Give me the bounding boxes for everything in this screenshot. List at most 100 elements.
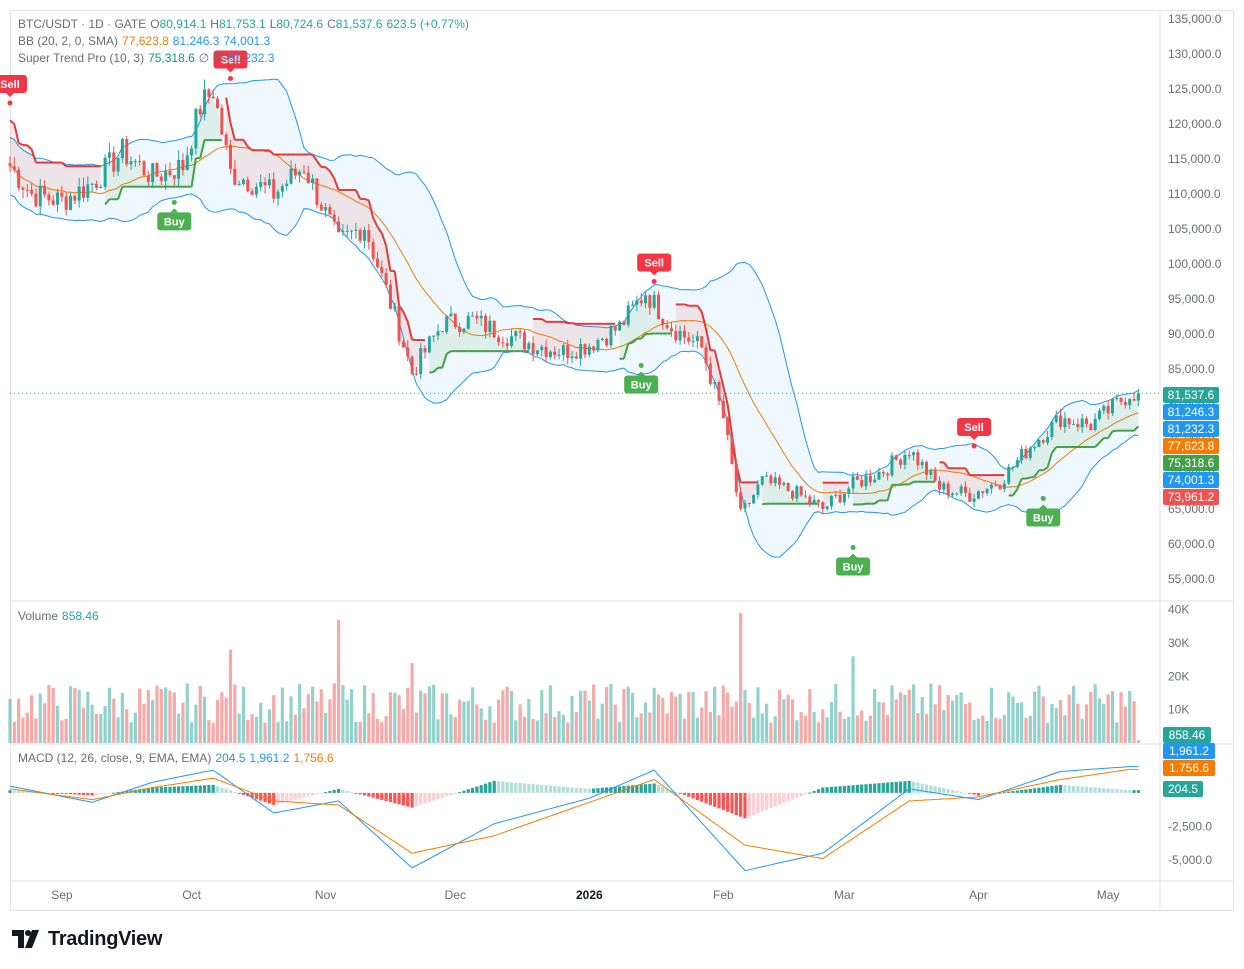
candle-body (682, 330, 686, 338)
signal-tag-box (157, 212, 192, 231)
volume-bar (436, 719, 440, 743)
macd-histogram-bar (955, 790, 959, 793)
macd-histogram-bar (1007, 791, 1011, 793)
macd-histogram-bar (816, 789, 821, 793)
volume-bar (553, 716, 557, 743)
volume-bar (164, 687, 168, 743)
candle-body (894, 455, 898, 460)
volume-bar (1076, 703, 1080, 743)
candle-body (622, 321, 626, 325)
close-label: C (327, 17, 336, 31)
price-axis-tick: 115,000.0 (1168, 152, 1221, 166)
volume-bar (445, 693, 449, 743)
supertrend-segment (432, 367, 439, 373)
volume-bar (1028, 715, 1032, 743)
volume-bar (112, 698, 116, 743)
supertrend-segment (316, 160, 323, 168)
volume-bar (479, 708, 483, 743)
candle-body (293, 168, 297, 176)
candle-body (1041, 440, 1045, 443)
volume-bar (635, 717, 639, 743)
candle-body (328, 207, 332, 215)
supertrend-fill (1121, 402, 1126, 431)
candle-body (146, 175, 150, 183)
volume-bar (691, 691, 695, 743)
volume-bar (81, 707, 86, 743)
macd-histogram-bar (306, 792, 310, 797)
symbol-label[interactable]: BTC/USDT · 1D · GATE (18, 17, 147, 31)
macd-histogram-bar (553, 785, 557, 793)
supertrend-fill (1103, 405, 1109, 439)
candle-body (90, 183, 94, 185)
macd-histogram-bar (881, 782, 885, 793)
candle-body (808, 496, 812, 504)
macd-label: MACD (12, 26, close, 9, EMA, EMA) (18, 751, 212, 765)
candle-body (298, 171, 302, 176)
macd-axis-tick: -2,500.0 (1168, 819, 1212, 833)
macd-histogram-bar (414, 792, 418, 807)
volume-bar (384, 716, 388, 743)
volume-bar (38, 693, 42, 743)
buy-signal-tag: Buy (1026, 504, 1061, 527)
candle-body (34, 193, 38, 207)
volume-legend[interactable]: Volume 858.46 (18, 609, 103, 623)
volume-bar (756, 687, 760, 743)
volume-bar (354, 721, 358, 743)
candle-body (890, 455, 894, 476)
supertrend-segment (874, 499, 880, 505)
price-axis-tick: 85,000.0 (1168, 362, 1215, 376)
brand-logo[interactable]: TradingView (12, 927, 162, 951)
macd-legend[interactable]: MACD (12, 26, close, 9, EMA, EMA) 204.5 1,… (18, 751, 338, 765)
candle-body (700, 336, 704, 348)
supertrend-fill (1038, 440, 1044, 471)
close-value: 81,537.6 (335, 17, 383, 31)
volume-tag-label: 858.46 (1169, 728, 1206, 742)
supertrend-fill (554, 321, 560, 356)
supertrend-fill (433, 331, 439, 372)
volume-bar (994, 717, 998, 743)
volume-bar (855, 715, 859, 743)
price-axis-tick: 130,000.0 (1168, 47, 1222, 61)
supertrend-fill (788, 490, 793, 504)
supertrend-fill (593, 323, 598, 351)
candle-body (816, 499, 820, 502)
time-axis-tick: Nov (315, 888, 336, 902)
time-axis-tick: Dec (445, 888, 466, 902)
volume-bar (726, 692, 730, 743)
bb-legend[interactable]: BB (20, 2, 0, SMA) 77,623.8 81,246.3 74,001… (18, 34, 274, 48)
price-tag-label: 81,232.3 (1168, 422, 1215, 436)
supertrend-fill (213, 98, 218, 141)
macd-histogram-bar (436, 792, 440, 800)
supertrend-segment (1042, 466, 1049, 472)
macd-histogram-bar (808, 792, 812, 794)
macd-histogram-bar (899, 781, 903, 793)
macd-histogram-bar (397, 792, 401, 805)
macd-histogram-bar (635, 784, 639, 793)
supertrend-segment (1133, 425, 1140, 432)
supertrend-legend[interactable]: Super Trend Pro (10, 3) 75,318.6 ∅ ∅ 81,232.… (18, 51, 278, 65)
volume-bar (868, 715, 872, 743)
volume-bar (704, 691, 708, 743)
macd-histogram-bar (1063, 785, 1067, 793)
candle-body (99, 186, 103, 188)
candle-body (583, 344, 587, 355)
supertrend-fill (917, 461, 923, 482)
candle-body (907, 454, 911, 456)
macd-histogram-bar (483, 783, 488, 793)
candle-body (324, 207, 328, 211)
signal-tag-box (0, 75, 27, 93)
volume-bar (518, 704, 522, 743)
volume-bar (1084, 704, 1089, 743)
macd-histogram-bar (795, 792, 799, 798)
price-tag-box (1163, 404, 1219, 420)
volume-bar (630, 692, 635, 743)
volume-bar (259, 702, 263, 743)
macd-histogram-bar (933, 786, 937, 793)
supertrend-fill (597, 323, 603, 340)
macd-histogram-bar (60, 792, 64, 794)
macd-histogram-bar (946, 789, 950, 793)
signal-tag-box (624, 375, 659, 394)
macd-histogram-bar (505, 781, 509, 793)
bollinger-upper-line (9, 78, 1139, 477)
